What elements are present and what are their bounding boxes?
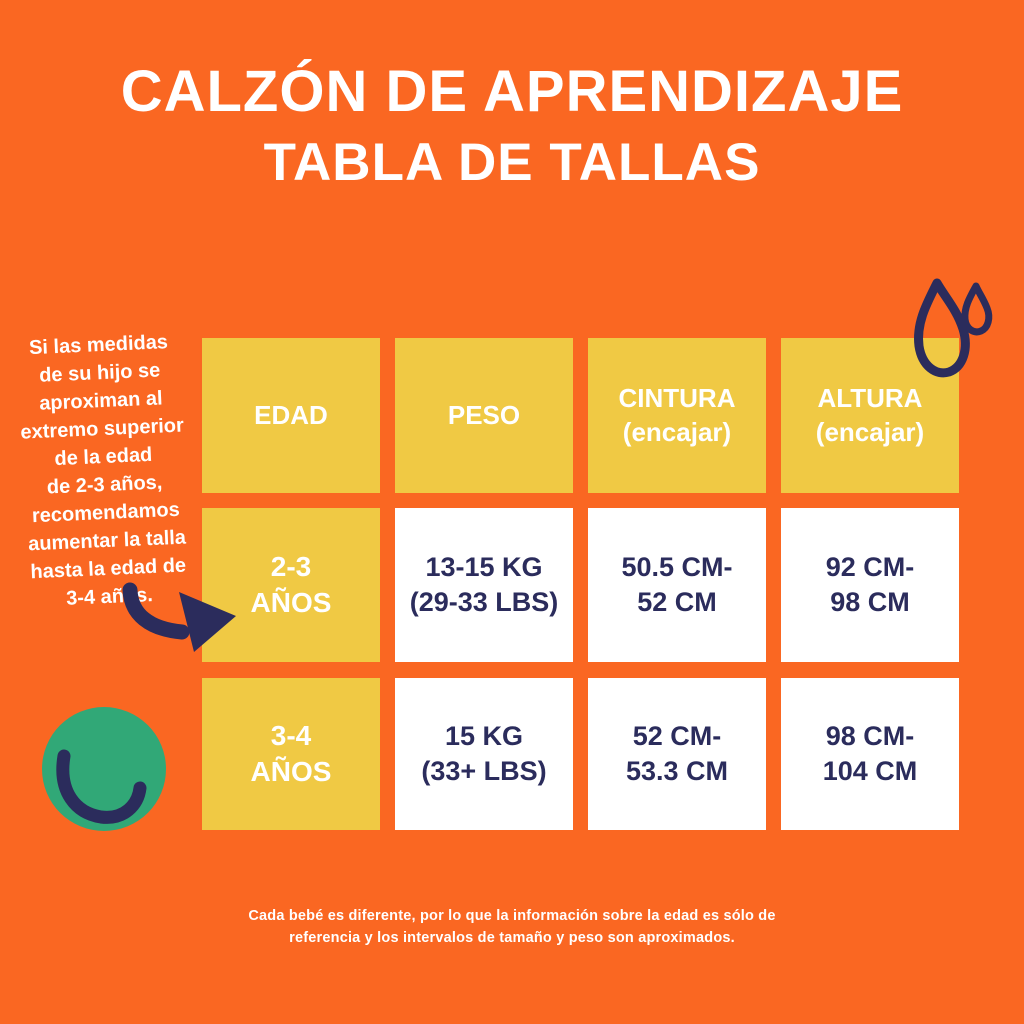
page-subtitle: TABLA DE TALLAS <box>263 133 761 192</box>
row2-cintura-cell: 52 CM- 53.3 CM <box>588 678 766 830</box>
row2-altura-cell: 98 CM- 104 CM <box>781 678 959 830</box>
side-note-text: Si las medidas de su hijo se aproximan a… <box>20 331 187 610</box>
row1-altura-cell: 92 CM- 98 CM <box>781 508 959 662</box>
col-header-cintura: CINTURA (encajar) <box>588 338 766 493</box>
row1-peso-cell: 13-15 KG (29-33 LBS) <box>395 508 573 662</box>
row2-peso-cell: 15 KG (33+ LBS) <box>395 678 573 830</box>
page-title: CALZÓN DE APRENDIZAJE <box>120 59 904 124</box>
row1-age-cell: 2-3 AÑOS <box>202 508 380 662</box>
row2-age-cell: 3-4 AÑOS <box>202 678 380 830</box>
smiley-icon <box>42 707 166 831</box>
water-droplet-small-icon <box>961 282 993 336</box>
smiley-mouth <box>56 749 147 824</box>
smiley-circle <box>42 707 166 831</box>
col-header-peso: PESO <box>395 338 573 493</box>
disclaimer-text: Cada bebé es diferente, por lo que la in… <box>248 908 776 947</box>
col-header-altura: ALTURA (encajar) <box>781 338 959 493</box>
col-header-edad: EDAD <box>202 338 380 493</box>
row1-cintura-cell: 50.5 CM- 52 CM <box>588 508 766 662</box>
